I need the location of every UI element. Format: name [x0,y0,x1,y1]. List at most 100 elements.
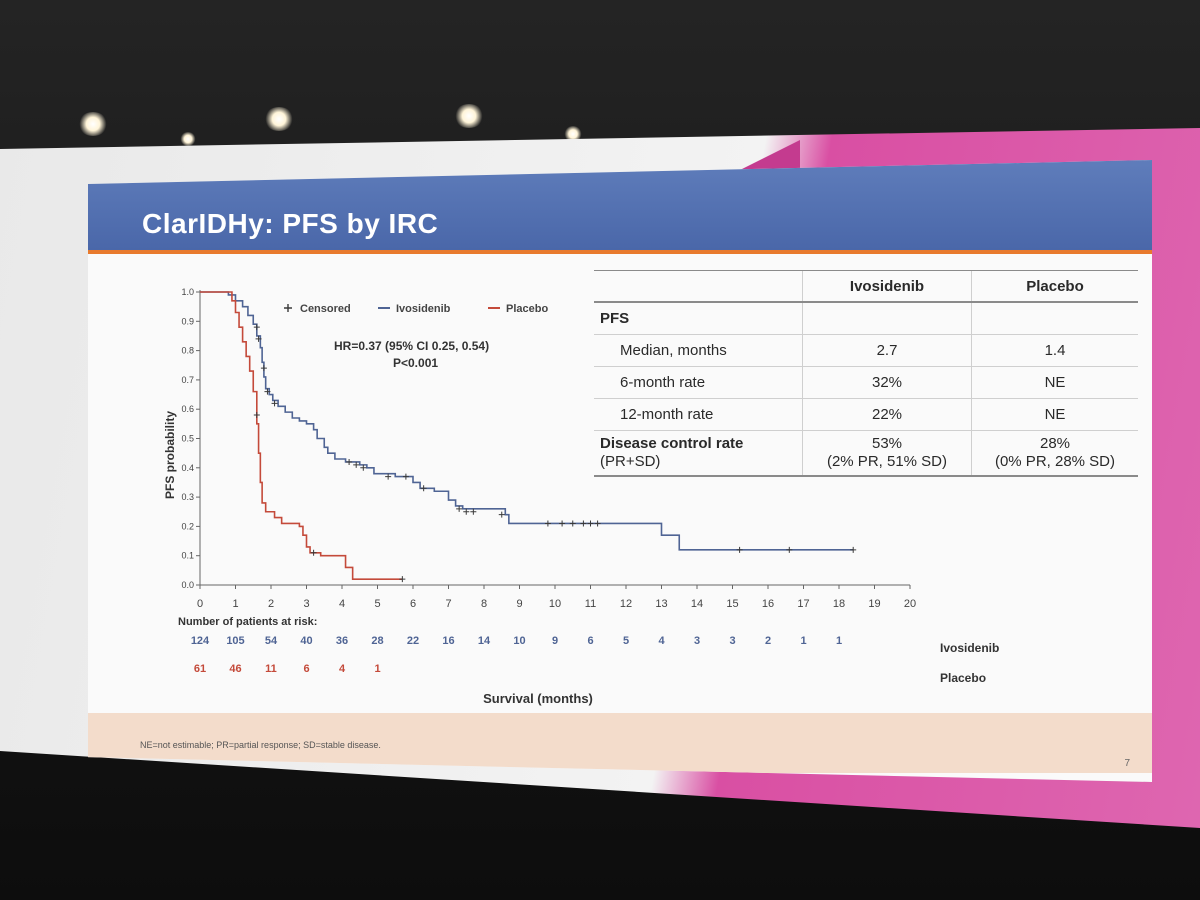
censored-mark [353,461,360,468]
censored-mark [385,473,392,480]
row-label: 6-month rate [594,366,803,399]
x-tick-label: 14 [691,598,703,610]
censored-mark [456,505,463,512]
censored-mark [360,464,367,471]
x-tick-label: 16 [762,598,774,610]
censored-mark [420,485,427,492]
legend-label-ivosidenib: Ivosidenib [396,303,451,315]
ceiling-light [78,112,108,136]
at-risk-ivosidenib-count: 22 [407,635,419,647]
series-line-placebo [200,291,403,580]
at-risk-ivosidenib-count: 54 [265,635,278,647]
x-tick-label: 10 [549,598,561,610]
slide: ClarIDHy: PFS by IRC 0 1 2 3 4 5 6 7 8 9 10 11 12 13 1… [88,160,1152,782]
km-chart: 0 1 2 3 4 5 6 7 8 9 10 11 12 13 14 15 16 17 18 19 200.00.10.… [163,287,999,706]
table-header-cell: Placebo [971,270,1138,303]
at-risk-title: Number of patients at risk: [178,616,317,628]
x-tick-label: 11 [585,598,596,610]
censored-mark [736,546,743,553]
x-tick-label: 2 [268,598,274,610]
at-risk-ivosidenib-count: 9 [552,635,558,647]
table-cell [802,302,972,335]
at-risk-label-ivosidenib: Ivosidenib [940,641,999,655]
hr-annotation: HR=0.37 (95% CI 0.25, 0.54) [334,339,489,353]
at-risk-ivosidenib-count: 10 [513,635,525,647]
table-cell [971,302,1138,335]
legend-censored-marker [284,304,292,312]
censored-mark [253,324,260,331]
x-tick-label: 6 [410,598,416,610]
censored-mark [253,412,260,419]
legend-label-censored: Censored [300,303,351,315]
censored-mark [587,520,594,527]
footnote: NE=not estimable; PR=partial response; S… [140,740,381,750]
x-tick-label: 18 [833,598,845,610]
censored-mark [594,520,601,527]
at-risk-ivosidenib-count: 1 [836,635,842,647]
table-cell: 1.4 [971,334,1138,367]
at-risk-ivosidenib-count: 6 [587,635,593,647]
y-tick-label: 0.0 [181,580,194,590]
table-cell: NE [971,398,1138,431]
at-risk-ivosidenib-count: 3 [729,635,735,647]
at-risk-ivosidenib-count: 1 [800,635,806,647]
at-risk-ivosidenib-count: 3 [694,635,700,647]
y-tick-label: 0.2 [181,521,194,531]
ceiling-light [454,104,484,128]
table-header-cell: Ivosidenib [802,270,972,303]
y-tick-label: 0.4 [181,463,194,473]
x-tick-label: 3 [303,598,309,610]
slide-title: ClarIDHy: PFS by IRC [142,208,439,239]
results-table: Ivosidenib Placebo PFS Median, months 2.… [594,270,1138,477]
table-header-row: Ivosidenib Placebo [594,270,1138,303]
x-tick-label: 0 [197,598,203,610]
table-row: PFS [594,302,1138,335]
ceiling-light [264,107,294,131]
dcr-pbo-value: 28% [1039,435,1071,452]
x-tick-label: 20 [904,598,916,610]
censored-mark [786,546,793,553]
censored-mark [463,508,470,515]
censored-mark [310,549,317,556]
at-risk-ivosidenib-count: 16 [442,635,454,647]
table-header-cell [594,270,803,303]
x-tick-label: 19 [868,598,880,610]
slide-decoration [740,140,800,170]
legend-label-placebo: Placebo [506,303,548,315]
table-row: Median, months 2.7 1.4 [594,334,1138,367]
table-row: 6-month rate 32% NE [594,366,1138,399]
at-risk-placebo-count: 1 [374,663,380,675]
censored-mark [544,520,551,527]
y-tick-label: 0.3 [181,492,194,502]
at-risk-placebo-count: 61 [194,663,206,675]
y-tick-label: 0.5 [181,434,194,444]
table-cell: 2.7 [802,334,972,367]
table-row: Disease control rate (PR+SD) 53% (2% PR,… [594,430,1138,477]
y-tick-label: 1.0 [181,287,194,297]
at-risk-ivosidenib-count: 36 [336,635,348,647]
at-risk-ivosidenib-count: 105 [226,635,244,647]
ceiling-light [180,132,196,146]
row-label: Disease control rate (PR+SD) [594,430,803,477]
censored-mark [271,400,278,407]
row-label: Median, months [594,334,803,367]
at-risk-ivosidenib-count: 4 [658,635,665,647]
dcr-ivo-value: 53% [871,435,903,452]
table-cell: 53% (2% PR, 51% SD) [802,430,972,477]
series-line-ivosidenib [200,291,854,551]
censored-mark [559,520,566,527]
x-tick-label: 15 [726,598,738,610]
dcr-ivo-breakdown: (2% PR, 51% SD) [826,453,948,470]
at-risk-placebo-count: 46 [229,663,241,675]
table-section-label: PFS [594,302,803,335]
x-tick-label: 5 [374,598,380,610]
at-risk-ivosidenib-count: 28 [371,635,383,647]
row-label: 12-month rate [594,398,803,431]
censored-mark [850,546,857,553]
x-tick-label: 4 [339,598,345,610]
at-risk-ivosidenib-count: 14 [478,635,491,647]
at-risk-placebo-count: 11 [265,663,277,675]
x-tick-label: 13 [655,598,667,610]
page-number: 7 [1124,758,1130,769]
x-tick-label: 1 [232,598,238,610]
